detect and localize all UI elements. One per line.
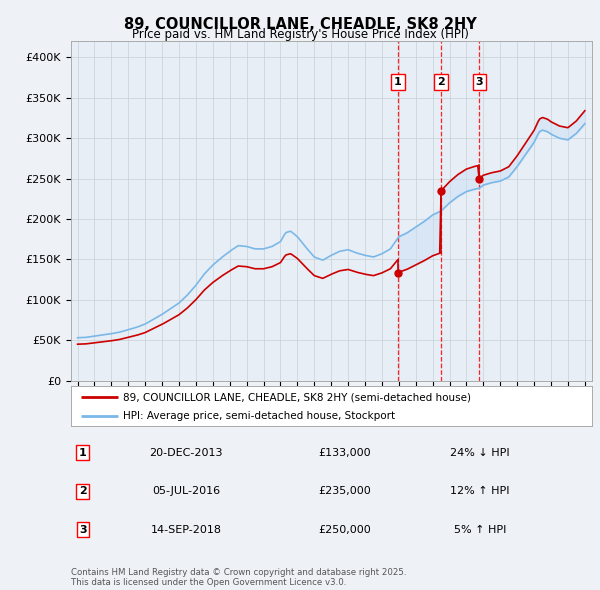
Text: 2: 2	[437, 77, 445, 87]
Text: £250,000: £250,000	[319, 525, 371, 535]
Text: 14-SEP-2018: 14-SEP-2018	[151, 525, 221, 535]
Text: £133,000: £133,000	[319, 448, 371, 458]
Text: Contains HM Land Registry data © Crown copyright and database right 2025.
This d: Contains HM Land Registry data © Crown c…	[71, 568, 406, 587]
Text: Price paid vs. HM Land Registry's House Price Index (HPI): Price paid vs. HM Land Registry's House …	[131, 28, 469, 41]
Text: 24% ↓ HPI: 24% ↓ HPI	[450, 448, 510, 458]
Text: 2: 2	[79, 486, 86, 496]
Text: 1: 1	[79, 448, 86, 458]
Text: 12% ↑ HPI: 12% ↑ HPI	[450, 486, 510, 496]
Text: 3: 3	[79, 525, 86, 535]
Text: HPI: Average price, semi-detached house, Stockport: HPI: Average price, semi-detached house,…	[123, 411, 395, 421]
Text: 89, COUNCILLOR LANE, CHEADLE, SK8 2HY (semi-detached house): 89, COUNCILLOR LANE, CHEADLE, SK8 2HY (s…	[123, 392, 471, 402]
Text: 05-JUL-2016: 05-JUL-2016	[152, 486, 220, 496]
Text: £235,000: £235,000	[319, 486, 371, 496]
Text: 89, COUNCILLOR LANE, CHEADLE, SK8 2HY: 89, COUNCILLOR LANE, CHEADLE, SK8 2HY	[124, 17, 476, 31]
Text: 3: 3	[475, 77, 483, 87]
Text: 5% ↑ HPI: 5% ↑ HPI	[454, 525, 506, 535]
Text: 1: 1	[394, 77, 402, 87]
Text: 20-DEC-2013: 20-DEC-2013	[149, 448, 223, 458]
